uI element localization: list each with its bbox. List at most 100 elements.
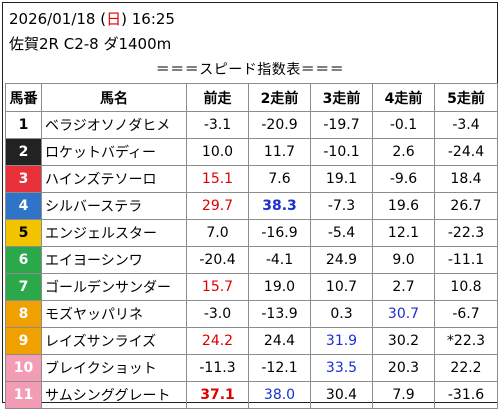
speed-index-cell: -3.4 [434,111,498,139]
speed-index-cell: 24.9 [310,246,373,274]
speed-index-cell: 0.3 [310,300,373,328]
col-header-number: 馬番 [5,83,42,112]
horse-name: ゴールデンサンダー [41,273,187,301]
horse-number: 7 [5,273,42,301]
horse-name: ベラジオソノダヒメ [41,111,187,139]
table-row: 1 ベラジオソノダヒメ -3.1 -20.9 -19.7 -0.1 -3.4 [5,111,498,139]
speed-index-cell: 37.1 [186,381,249,409]
weekday-close: ) [121,10,127,28]
speed-index-cell: 18.4 [434,165,498,193]
speed-index-cell: -22.3 [434,219,498,247]
table-row: 4 シルバーステラ 29.7 38.3 -7.3 19.6 26.7 [5,192,498,220]
speed-index-cell: 19.0 [248,273,311,301]
table-row: 3 ハインズテソーロ 15.1 7.6 19.1 -9.6 18.4 [5,165,498,193]
speed-index-cell: -3.1 [186,111,249,139]
speed-index-cell: 38.3 [248,192,311,220]
table-row: 2 ロケットバディー 10.0 11.7 -10.1 2.6 -24.4 [5,138,498,166]
speed-index-cell: 7.6 [248,165,311,193]
speed-index-cell: 38.0 [248,381,311,409]
speed-index-cell: -20.4 [186,246,249,274]
horse-number: 8 [5,300,42,328]
horse-name: エンジェルスター [41,219,187,247]
race-info: 佐賀2R C2-8 ダ1400m [9,35,172,53]
horse-number: 2 [5,138,42,166]
speed-index-cell: -7.3 [310,192,373,220]
speed-index-cell: 7.0 [186,219,249,247]
table-title: ＝＝＝スピード指数表＝＝＝ [155,62,345,78]
speed-index-cell: -6.7 [434,300,498,328]
speed-index-cell: -13.9 [248,300,311,328]
col-header-2-races-ago: 2走前 [248,83,311,112]
speed-index-cell: -20.9 [248,111,311,139]
speed-index-cell: 10.8 [434,273,498,301]
horse-number: 3 [5,165,42,193]
col-header-3-races-ago: 3走前 [310,83,373,112]
weekday-open: ( [95,10,107,28]
speed-index-cell: 9.0 [372,246,435,274]
speed-index-cell: -19.7 [310,111,373,139]
speed-index-cell: -3.0 [186,300,249,328]
race-time: 16:25 [126,10,175,28]
speed-index-cell: 15.1 [186,165,249,193]
speed-index-cell: 2.7 [372,273,435,301]
speed-index-cell: 33.5 [310,354,373,382]
speed-index-cell: -5.4 [310,219,373,247]
horse-number: 1 [5,111,42,139]
speed-index-cell: -11.1 [434,246,498,274]
col-header-horse-name: 馬名 [41,83,187,112]
speed-index-cell: 7.9 [372,381,435,409]
table-row: 5 エンジェルスター 7.0 -16.9 -5.4 12.1 -22.3 [5,219,498,247]
speed-index-cell: 30.2 [372,327,435,355]
horse-number: 10 [5,354,42,382]
speed-index-cell: 31.9 [310,327,373,355]
col-header-4-races-ago: 4走前 [372,83,435,112]
speed-index-cell: 19.6 [372,192,435,220]
speed-index-cell: 26.7 [434,192,498,220]
horse-number: 6 [5,246,42,274]
table-body: 1 ベラジオソノダヒメ -3.1 -20.9 -19.7 -0.1 -3.4 2 ロケットバディ… [5,111,498,409]
weekday: 日 [106,10,122,28]
speed-index-cell: 11.7 [248,138,311,166]
horse-number: 4 [5,192,42,220]
horse-number: 5 [5,219,42,247]
date-time-line: 2026/01/18 (日) 16:25 [9,9,175,29]
horse-number: 9 [5,327,42,355]
horse-number: 11 [5,381,42,409]
table-row: 7 ゴールデンサンダー 15.7 19.0 10.7 2.7 10.8 [5,273,498,301]
horse-name: シルバーステラ [41,192,187,220]
speed-index-cell: 15.7 [186,273,249,301]
speed-index-cell: -11.3 [186,354,249,382]
speed-index-cell: -12.1 [248,354,311,382]
speed-index-cell: 30.7 [372,300,435,328]
speed-index-cell: -31.6 [434,381,498,409]
speed-index-cell: *22.3 [434,327,498,355]
table-row: 11 サムシンググレート 37.1 38.0 30.4 7.9 -31.6 [5,381,498,409]
speed-index-cell: -4.1 [248,246,311,274]
speed-index-cell: 24.4 [248,327,311,355]
speed-index-cell: -10.1 [310,138,373,166]
speed-index-cell: 2.6 [372,138,435,166]
col-header-last-race: 前走 [186,83,249,112]
speed-index-cell: 12.1 [372,219,435,247]
speed-index-cell: 10.0 [186,138,249,166]
table-row: 6 エイヨーシンワ -20.4 -4.1 24.9 9.0 -11.1 [5,246,498,274]
table-row: 8 モズヤッパリネ -3.0 -13.9 0.3 30.7 -6.7 [5,300,498,328]
speed-index-cell: 29.7 [186,192,249,220]
horse-name: ハインズテソーロ [41,165,187,193]
horse-name: エイヨーシンワ [41,246,187,274]
horse-name: ブレイクショット [41,354,187,382]
speed-index-cell: 22.2 [434,354,498,382]
table-row: 10 ブレイクショット -11.3 -12.1 33.5 20.3 22.2 [5,354,498,382]
horse-name: サムシンググレート [41,381,187,409]
speed-index-cell: -16.9 [248,219,311,247]
horse-name: レイズサンライズ [41,327,187,355]
col-header-5-races-ago: 5走前 [434,83,498,112]
speed-index-table: 馬番 馬名 前走 2走前 3走前 4走前 5走前 1 ベラジオソノダヒメ -3.1-… [5,83,498,409]
horse-name: ロケットバディー [41,138,187,166]
speed-index-cell: 24.2 [186,327,249,355]
speed-index-cell: -9.6 [372,165,435,193]
speed-index-cell: -0.1 [372,111,435,139]
table-row: 9 レイズサンライズ 24.2 24.4 31.9 30.2 *22.3 [5,327,498,355]
race-date: 2026/01/18 [9,10,96,28]
